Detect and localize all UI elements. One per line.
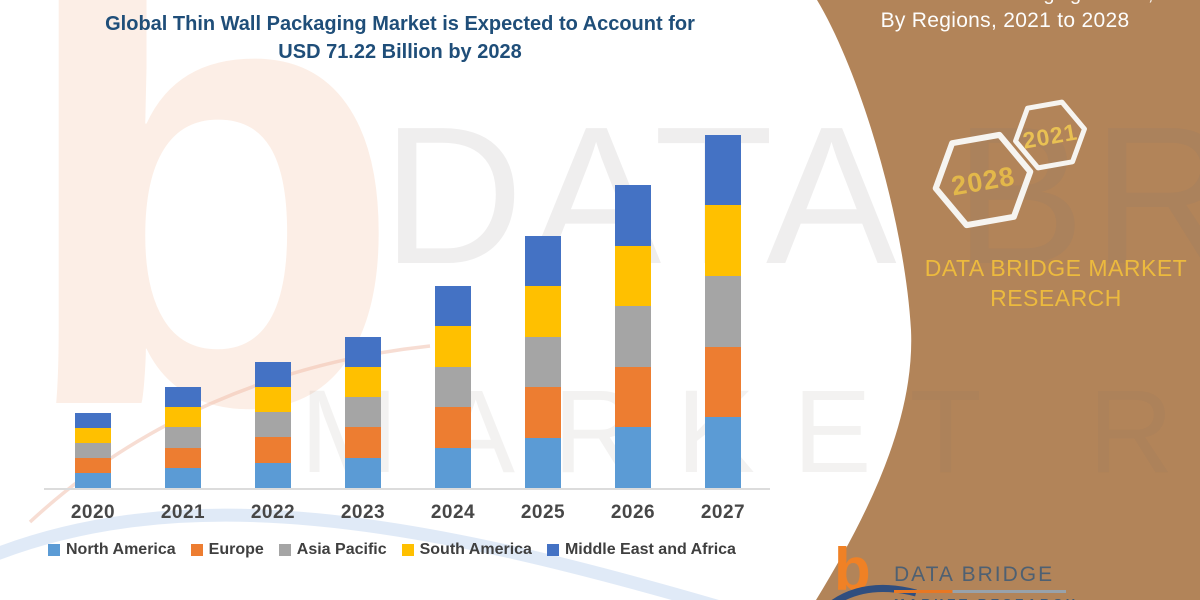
- legend-swatch-asia-pacific: [278, 544, 291, 556]
- bar-segment-north-america-2024: [435, 447, 471, 488]
- bar-2021: [165, 387, 201, 488]
- legend-label-middle-east-and-africa: Middle East and Africa: [564, 541, 736, 558]
- legend-swatch-middle-east-and-africa: [546, 544, 559, 556]
- panel-brand-line1: DATA BRIDGE MARKET: [924, 255, 1188, 281]
- bar-segment-europe-2027: [705, 346, 741, 418]
- bar-segment-europe-2025: [525, 387, 561, 438]
- x-axis-label-2024: 2024: [430, 502, 476, 523]
- bar-segment-south-america-2024: [435, 326, 471, 367]
- legend-label-south-america: South America: [419, 541, 532, 558]
- x-axis-label-2021: 2021: [160, 502, 206, 523]
- chart-title-line2: USD 71.22 Billion by 2028: [278, 41, 522, 63]
- legend-label-north-america: North America: [66, 541, 176, 558]
- x-axis-label-2026: 2026: [610, 502, 656, 523]
- footer-logo-subtitle-cropped: MARKET RESEARCH: [894, 596, 1079, 600]
- x-axis-label-2023: 2023: [340, 502, 386, 523]
- chart-title-line1: Global Thin Wall Packaging Market is Exp…: [105, 13, 695, 35]
- legend-swatch-europe: [190, 544, 203, 556]
- bar-2022: [255, 361, 291, 488]
- bar-segment-north-america-2022: [255, 462, 291, 488]
- bar-segment-europe-2021: [165, 447, 201, 468]
- bar-segment-middle-east-and-africa-2026: [615, 185, 651, 246]
- legend-item-south-america: South America: [401, 541, 532, 559]
- chart-title: Global Thin Wall Packaging Market is Exp…: [55, 10, 745, 66]
- bar-segment-europe-2024: [435, 407, 471, 448]
- bar-segment-europe-2026: [615, 366, 651, 428]
- chart-legend: North America Europe Asia Pacific South Ame…: [48, 540, 736, 560]
- bar-segment-europe-2020: [75, 457, 111, 473]
- footer-logo-rule: [894, 590, 1066, 593]
- bar-segment-middle-east-and-africa-2021: [165, 387, 201, 408]
- panel-title-line1-cropped: Global Thin Wall Packaging Market,: [820, 0, 1170, 6]
- bar-segment-north-america-2021: [165, 467, 201, 488]
- bar-segment-south-america-2022: [255, 386, 291, 413]
- bar-segment-asia-pacific-2023: [345, 397, 381, 428]
- x-axis-label-2027: 2027: [700, 502, 746, 523]
- bar-2020: [75, 412, 111, 488]
- bar-segment-north-america-2027: [705, 417, 741, 488]
- bar-segment-south-america-2023: [345, 366, 381, 398]
- bar-segment-north-america-2025: [525, 437, 561, 488]
- panel-subtitle: By Regions, 2021 to 2028: [880, 9, 1130, 32]
- bar-2023: [345, 336, 381, 488]
- bar-segment-europe-2023: [345, 427, 381, 458]
- legend-item-north-america: North America: [48, 541, 176, 559]
- bar-segment-south-america-2025: [525, 286, 561, 337]
- legend-item-asia-pacific: Asia Pacific: [278, 541, 387, 559]
- bar-segment-asia-pacific-2020: [75, 442, 111, 458]
- x-axis-line: [44, 488, 770, 490]
- bar-segment-asia-pacific-2025: [525, 336, 561, 387]
- bar-segment-middle-east-and-africa-2022: [255, 361, 291, 387]
- bar-segment-north-america-2023: [345, 457, 381, 488]
- hexagon-2021-label: 2021: [1021, 118, 1080, 153]
- x-axis-label-2022: 2022: [250, 502, 296, 523]
- bar-2024: [435, 286, 471, 488]
- x-axis-label-2020: 2020: [70, 502, 116, 523]
- bar-segment-asia-pacific-2021: [165, 427, 201, 448]
- panel-brand-text: DATA BRIDGE MARKET RESEARCH: [880, 253, 1200, 313]
- bar-segment-south-america-2020: [75, 427, 111, 443]
- bar-segment-north-america-2026: [615, 427, 651, 488]
- bar-segment-middle-east-and-africa-2023: [345, 336, 381, 367]
- bar-segment-north-america-2020: [75, 472, 111, 488]
- bar-2026: [615, 185, 651, 488]
- bar-segment-asia-pacific-2026: [615, 306, 651, 367]
- legend-label-europe: Europe: [208, 541, 264, 558]
- legend-swatch-south-america: [401, 544, 414, 556]
- bar-segment-middle-east-and-africa-2025: [525, 235, 561, 286]
- bar-segment-middle-east-and-africa-2027: [705, 134, 741, 206]
- x-axis-label-2025: 2025: [520, 502, 566, 523]
- legend-item-europe: Europe: [190, 541, 264, 559]
- hexagon-2028-label: 2028: [949, 161, 1017, 202]
- footer-logo: b DATA BRIDGE MARKET RESEARCH: [828, 540, 1128, 600]
- legend-item-middle-east-and-africa: Middle East and Africa: [546, 541, 736, 559]
- bar-segment-south-america-2021: [165, 407, 201, 428]
- legend-label-asia-pacific: Asia Pacific: [296, 541, 387, 558]
- panel-brand-line2: RESEARCH: [990, 285, 1122, 311]
- bar-segment-middle-east-and-africa-2020: [75, 412, 111, 428]
- bar-segment-asia-pacific-2024: [435, 366, 471, 408]
- bar-segment-europe-2022: [255, 437, 291, 463]
- footer-logo-name: DATA BRIDGE: [894, 563, 1055, 586]
- bar-segment-south-america-2027: [705, 205, 741, 276]
- bar-segment-middle-east-and-africa-2024: [435, 286, 471, 327]
- legend-swatch-north-america: [48, 544, 60, 556]
- bar-2025: [525, 235, 561, 488]
- bar-segment-asia-pacific-2027: [705, 275, 741, 347]
- bar-segment-asia-pacific-2022: [255, 412, 291, 438]
- bar-segment-south-america-2026: [615, 245, 651, 307]
- bar-2027: [705, 134, 741, 488]
- year-hexagons: 2028 2021: [932, 99, 1087, 229]
